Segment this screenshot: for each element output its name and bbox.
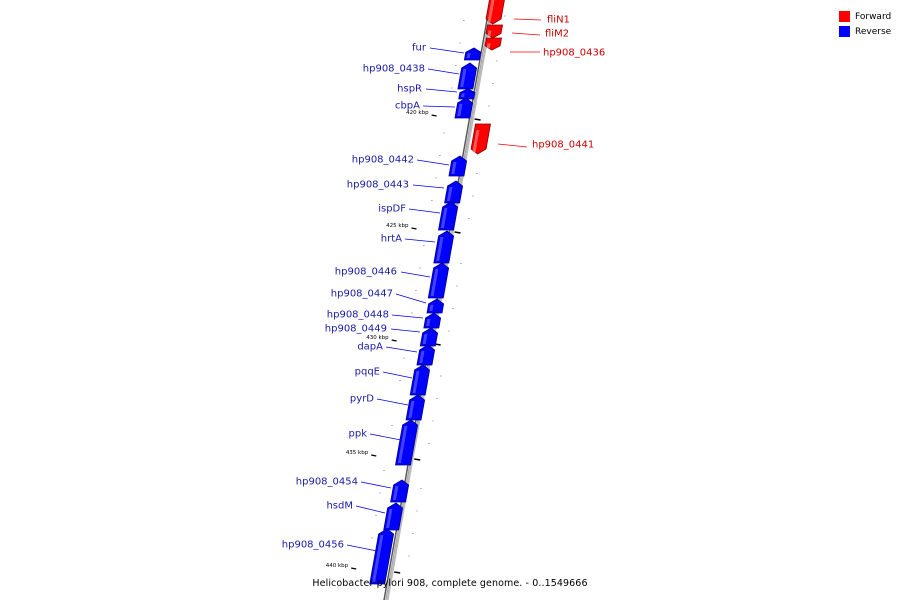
major-tick-right — [414, 458, 421, 461]
gene-fur[interactable] — [463, 47, 482, 61]
gene-hp908_0441[interactable] — [470, 123, 491, 155]
gene-label-connector — [422, 105, 456, 108]
gene-hp908_0436[interactable] — [484, 37, 502, 51]
gene-label-connector — [497, 143, 528, 148]
gene-hp908_0443[interactable] — [444, 180, 464, 204]
gene-label-hp908_0443: hp908_0443 — [347, 180, 409, 191]
gene-hp908_0447[interactable] — [426, 298, 445, 314]
major-tick-left — [371, 454, 377, 457]
major-tick-right — [474, 118, 481, 121]
gene-label-connector — [360, 481, 392, 489]
gene-label-connector — [382, 371, 413, 379]
gene-dapA[interactable] — [416, 344, 436, 366]
gene-fliN1[interactable] — [485, 0, 505, 25]
gene-cbpA[interactable] — [454, 97, 474, 119]
tick-label: 420 kbp — [406, 110, 429, 116]
gene-hp908_0448[interactable] — [423, 312, 442, 329]
gene-label-fur: fur — [412, 43, 427, 54]
gene-hsdM[interactable] — [383, 502, 404, 531]
gene-label-connector — [416, 159, 450, 166]
gene-label-connector — [369, 433, 402, 441]
legend-forward-label: Forward — [855, 11, 892, 22]
gene-hp908_0442[interactable] — [448, 155, 468, 177]
gene-label-connector — [429, 47, 465, 54]
gene-label-connector — [391, 314, 424, 319]
gene-label-pqqE: pqqE — [355, 367, 380, 378]
gene-label-hp908_0447: hp908_0447 — [331, 289, 393, 300]
major-tick-left — [351, 567, 357, 570]
gene-hp908_0456[interactable] — [369, 528, 395, 585]
gene-ppk[interactable] — [395, 419, 419, 466]
gene-label-hp908_0448: hp908_0448 — [327, 310, 389, 321]
tick-label: 435 kbp — [346, 450, 369, 456]
gene-label-ppk: ppk — [349, 429, 368, 440]
gene-label-hsdM: hsdM — [326, 501, 353, 512]
gene-label-connector — [404, 238, 436, 243]
gene-label-fliM2: fliM2 — [545, 29, 569, 40]
gene-label-connector — [390, 328, 421, 333]
gene-pyrD[interactable] — [405, 394, 426, 421]
gene-label-connector — [385, 346, 418, 353]
gene-label-hrtA: hrtA — [381, 234, 402, 245]
major-tick-left — [411, 227, 417, 230]
gene-hp908_0449[interactable] — [419, 327, 439, 347]
gene-label-connector — [513, 18, 542, 21]
genome-title: Helicobacter pylori 908, complete genome… — [312, 578, 588, 589]
strand-legend: Forward Reverse — [839, 9, 899, 39]
gene-hp908_0438[interactable] — [457, 62, 478, 90]
gene-label-connector — [355, 505, 386, 514]
gene-label-connector — [408, 208, 441, 214]
gene-pqqE[interactable] — [409, 364, 431, 396]
gene-label-hp908_0456: hp908_0456 — [282, 540, 344, 551]
gene-label-hp908_0441: hp908_0441 — [532, 140, 594, 151]
gene-hrtA[interactable] — [433, 230, 455, 264]
gene-hp908_0454[interactable] — [390, 479, 410, 503]
gene-label-cbpA: cbpA — [395, 101, 420, 112]
gene-label-hp908_0454: hp908_0454 — [296, 477, 358, 488]
gene-hspR[interactable] — [458, 88, 476, 100]
gene-ispDF[interactable] — [438, 201, 459, 231]
gene-label-connector — [511, 32, 541, 36]
major-tick-right — [454, 231, 461, 234]
major-tick-left — [391, 339, 397, 342]
gene-label-pyrD: pyrD — [350, 394, 374, 405]
reverse-swatch — [839, 26, 850, 37]
gene-label-hp908_0449: hp908_0449 — [325, 324, 387, 335]
gene-fliM2[interactable] — [485, 24, 503, 39]
tick-marks: 420 kbp 425 kbp 430 kbp 435 kbp 440 kbp — [326, 15, 506, 584]
gene-label-hp908_0438: hp908_0438 — [363, 64, 425, 75]
legend-reverse-label: Reverse — [855, 26, 892, 37]
gene-label-dapA: dapA — [357, 342, 383, 353]
gene-hp908_0446[interactable] — [427, 262, 450, 299]
gene-label-hp908_0442: hp908_0442 — [352, 155, 414, 166]
tick-label: 440 kbp — [326, 563, 349, 569]
gene-label-connector — [395, 293, 427, 304]
gene-labels: fliN1 fliM2 hp908_0436 fur hp908_0438 hspR cbp… — [282, 15, 605, 552]
gene-label-ispDF: ispDF — [378, 204, 406, 215]
gene-label-connector — [427, 68, 460, 75]
gene-label-connector — [346, 544, 378, 552]
legend-forward: Forward — [839, 9, 899, 24]
major-tick-left — [431, 114, 437, 117]
gene-label-connector — [400, 271, 431, 278]
gene-label-hspR: hspR — [397, 84, 422, 95]
gene-label-hp908_0436: hp908_0436 — [543, 48, 605, 59]
tick-label: 425 kbp — [386, 223, 409, 229]
forward-swatch — [839, 11, 850, 22]
gene-label-connector — [376, 398, 409, 406]
tick-label: 430 kbp — [366, 335, 389, 341]
gene-features — [369, 0, 505, 585]
gene-label-hp908_0446: hp908_0446 — [335, 267, 397, 278]
gene-label-fliN1: fliN1 — [547, 15, 570, 26]
major-tick-right — [394, 571, 401, 574]
gene-label-connector — [412, 184, 445, 189]
legend-reverse: Reverse — [839, 24, 899, 39]
gene-label-connector — [425, 88, 458, 93]
